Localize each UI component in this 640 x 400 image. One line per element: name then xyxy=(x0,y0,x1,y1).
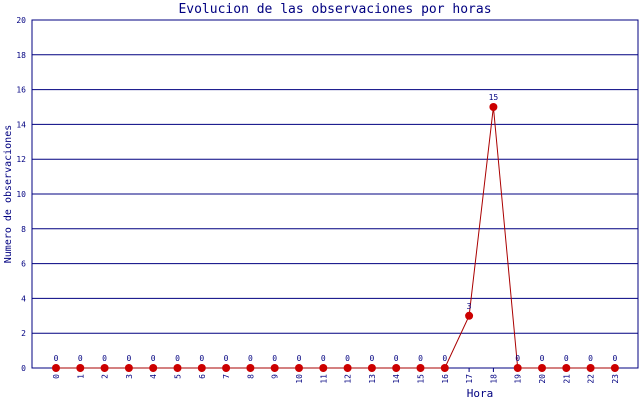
data-label: 0 xyxy=(78,354,83,363)
data-point xyxy=(538,364,546,372)
data-label: 0 xyxy=(515,354,520,363)
data-label: 0 xyxy=(418,354,423,363)
x-tick-label: 18 xyxy=(489,374,498,384)
data-label: 0 xyxy=(54,354,59,363)
data-point xyxy=(319,364,328,372)
data-point xyxy=(489,103,498,111)
x-tick-label: 14 xyxy=(392,374,401,384)
x-tick-label: 0 xyxy=(52,374,61,379)
y-tick-label: 6 xyxy=(21,260,26,269)
x-tick-label: 19 xyxy=(514,374,523,384)
x-tick-label: 13 xyxy=(368,374,377,384)
data-point xyxy=(343,364,352,372)
data-point xyxy=(270,364,279,372)
data-label: 0 xyxy=(272,354,277,363)
data-point xyxy=(295,364,303,372)
x-tick-label: 3 xyxy=(125,374,134,379)
x-tick-label: 1 xyxy=(76,374,85,379)
y-tick-label: 14 xyxy=(16,120,26,129)
data-label: 15 xyxy=(489,93,499,102)
y-tick-label: 4 xyxy=(21,294,26,303)
data-point xyxy=(513,364,522,372)
x-tick-label: 16 xyxy=(441,374,450,384)
x-tick-label: 17 xyxy=(465,374,474,384)
x-tick-label: 7 xyxy=(222,374,231,379)
x-tick-label: 11 xyxy=(319,374,328,384)
x-tick-label: 10 xyxy=(295,374,304,384)
data-point xyxy=(586,364,595,372)
data-point xyxy=(440,364,449,372)
y-tick-label: 16 xyxy=(16,86,26,95)
data-label: 0 xyxy=(224,354,229,363)
data-label: 0 xyxy=(199,354,204,363)
y-tick-label: 0 xyxy=(21,364,26,373)
data-point xyxy=(222,364,231,372)
data-point xyxy=(100,364,109,372)
data-point xyxy=(416,364,425,372)
data-point xyxy=(197,364,206,372)
y-axis-label: Numero de observaciones xyxy=(3,125,14,263)
x-tick-label: 2 xyxy=(101,374,110,379)
data-point xyxy=(610,364,619,372)
chart-title: Evolucion de las observaciones por horas xyxy=(178,2,491,17)
x-tick-label: 15 xyxy=(417,374,426,384)
data-label: 0 xyxy=(394,354,399,363)
x-tick-label: 22 xyxy=(587,374,596,384)
x-tick-label: 9 xyxy=(271,374,280,379)
data-label: 0 xyxy=(175,354,180,363)
data-label: 0 xyxy=(151,354,156,363)
data-point xyxy=(124,364,133,372)
x-tick-label: 12 xyxy=(344,374,353,384)
data-label: 0 xyxy=(321,354,326,363)
data-line xyxy=(56,106,615,369)
y-tick-label: 18 xyxy=(16,51,26,60)
data-label: 0 xyxy=(345,354,350,363)
data-point xyxy=(367,364,376,372)
data-label: 0 xyxy=(297,354,302,363)
data-label: 0 xyxy=(588,354,593,363)
x-tick-label: 21 xyxy=(562,374,571,384)
data-point xyxy=(392,364,401,372)
data-label: 0 xyxy=(248,354,253,363)
data-point xyxy=(149,364,158,372)
x-tick-label: 4 xyxy=(149,374,158,379)
data-point xyxy=(173,364,182,372)
x-axis-label: Hora xyxy=(467,387,494,400)
y-tick-label: 2 xyxy=(21,329,26,338)
data-point xyxy=(562,364,571,372)
y-tick-label: 20 xyxy=(16,16,26,25)
data-label: 3 xyxy=(467,302,472,311)
data-label: 0 xyxy=(126,354,131,363)
x-tick-label: 20 xyxy=(538,374,547,384)
data-point xyxy=(246,364,255,372)
y-tick-label: 8 xyxy=(21,225,26,234)
x-tick-label: 5 xyxy=(174,374,183,379)
y-tick-label: 12 xyxy=(16,155,26,164)
data-label: 0 xyxy=(564,354,569,363)
data-label: 0 xyxy=(369,354,374,363)
data-label: 0 xyxy=(442,354,447,363)
x-tick-label: 6 xyxy=(198,374,207,379)
x-tick-label: 23 xyxy=(611,374,620,384)
x-tick-label: 8 xyxy=(246,374,255,379)
data-label: 0 xyxy=(612,354,617,363)
data-point xyxy=(465,311,474,320)
data-label: 0 xyxy=(102,354,107,363)
y-tick-label: 10 xyxy=(16,190,26,199)
data-point xyxy=(76,364,85,372)
data-label: 0 xyxy=(540,354,545,363)
data-point xyxy=(52,364,60,372)
